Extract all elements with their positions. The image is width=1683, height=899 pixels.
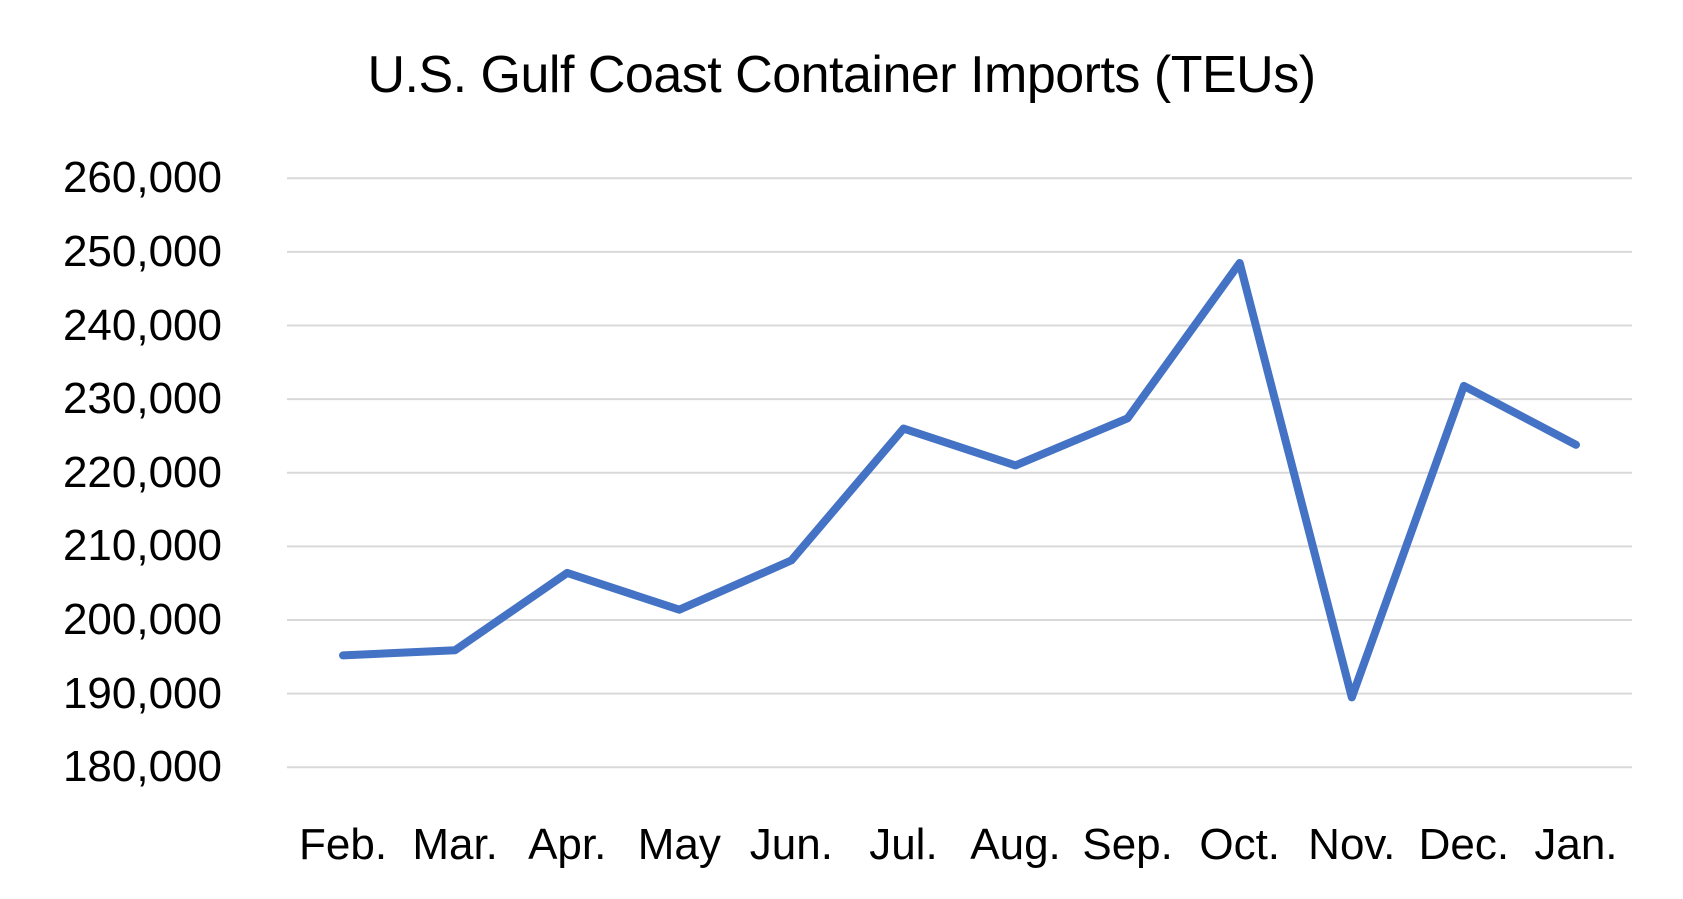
y-tick-label: 250,000 [62,226,222,276]
y-tick-label: 180,000 [62,742,222,792]
y-tick-label: 220,000 [62,447,222,497]
chart-title: U.S. Gulf Coast Container Imports (TEUs) [367,46,1316,104]
x-tick-label: May [637,820,721,869]
data-line [339,259,1580,702]
x-tick-label: Dec. [1418,820,1510,869]
x-tick-label: Oct. [1199,820,1281,869]
gridlines [287,177,1632,769]
x-tick-label: Aug. [970,820,1061,869]
y-tick-label: 210,000 [62,521,222,571]
x-tick-label: Jun. [749,820,833,869]
x-tick-label: Apr. [528,820,607,869]
y-tick-label: 240,000 [62,300,222,350]
x-tick-label: Jan. [1534,820,1618,869]
x-tick-label: Feb. [299,820,388,869]
y-tick-label: 230,000 [62,374,222,424]
x-tick-label: Mar. [412,820,498,869]
x-tick-label: Nov. [1308,820,1396,869]
y-tick-label: 260,000 [62,153,222,203]
y-tick-label: 200,000 [62,595,222,645]
x-tick-label: Sep. [1082,820,1173,869]
x-tick-label: Jul. [869,820,938,869]
y-tick-label: 190,000 [62,668,222,718]
